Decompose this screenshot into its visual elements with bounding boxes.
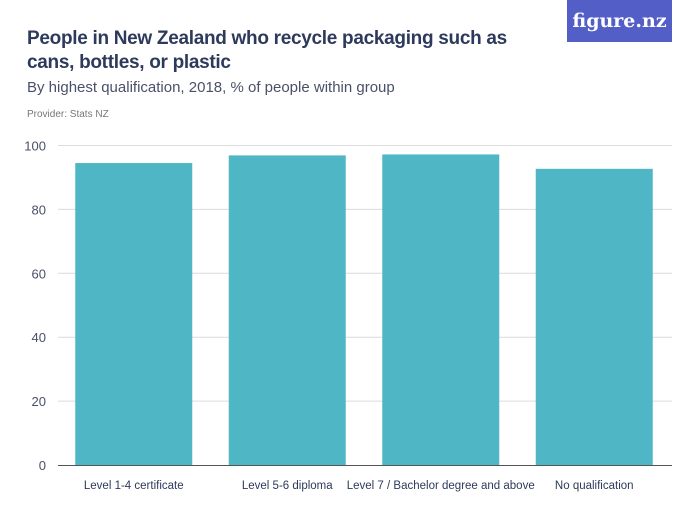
- x-tick-label: Level 1-4 certificate: [84, 480, 184, 492]
- y-tick-label: 60: [32, 266, 46, 281]
- y-tick-label: 20: [32, 394, 46, 409]
- bar: [75, 163, 193, 465]
- chart-title: People in New Zealand who recycle packag…: [27, 28, 507, 73]
- y-tick-label: 0: [39, 458, 46, 473]
- figure-nz-logo[interactable]: figure.nz: [567, 0, 672, 42]
- provider-label: Provider: Stats NZ: [27, 109, 109, 120]
- bar: [382, 154, 500, 466]
- x-tick-label: No qualification: [555, 480, 634, 492]
- bar: [535, 168, 653, 466]
- x-tick-label: Level 7 / Bachelor degree and above: [347, 480, 535, 492]
- bar: [228, 155, 346, 466]
- y-tick-label: 40: [32, 330, 46, 345]
- y-tick-label: 100: [24, 139, 46, 154]
- chart-subtitle: By highest qualification, 2018, % of peo…: [27, 79, 395, 96]
- y-tick-label: 80: [32, 202, 46, 217]
- x-tick-label: Level 5-6 diploma: [242, 480, 333, 492]
